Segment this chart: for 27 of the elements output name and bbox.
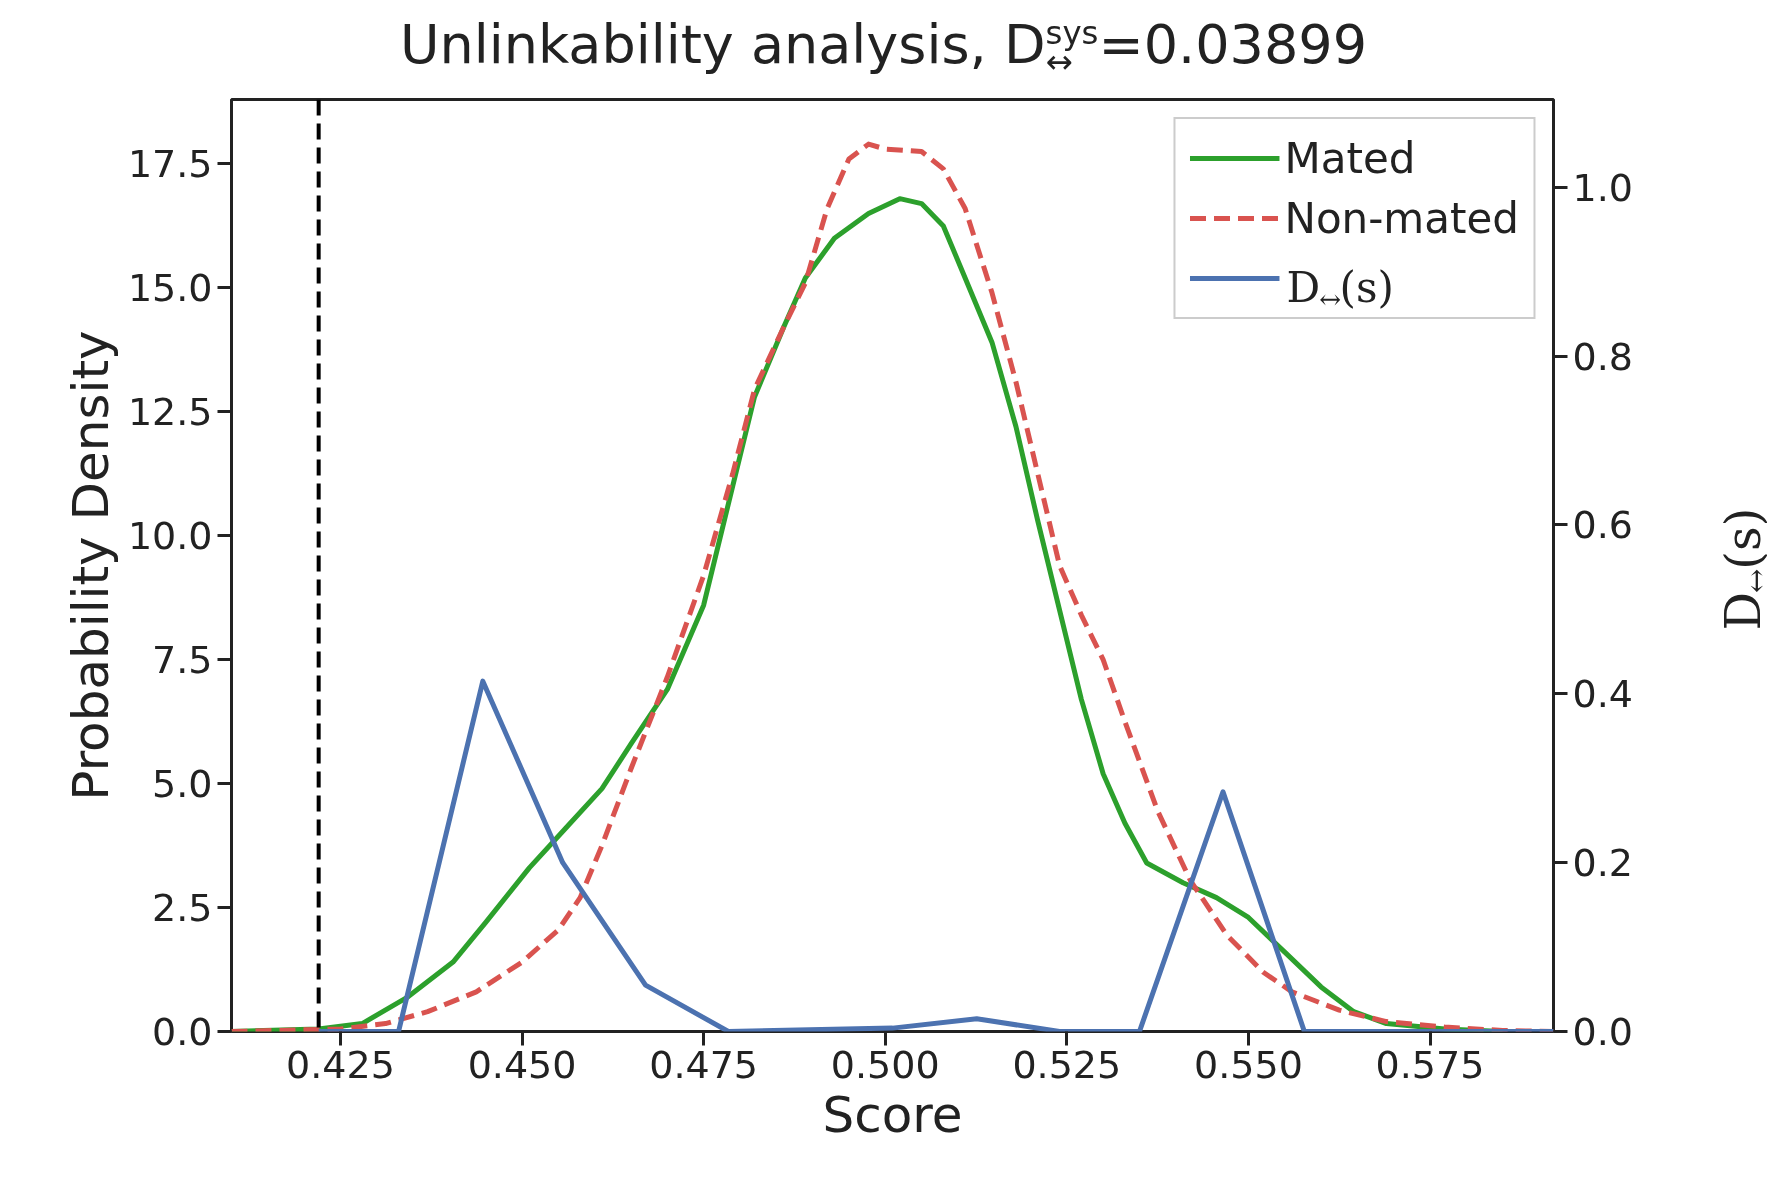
y-tick-label: 10.0 xyxy=(127,514,213,559)
y2-tick-label: 0.8 xyxy=(1572,334,1633,379)
x-axis-title: Score xyxy=(822,1085,963,1144)
y2-tick-label: 0.6 xyxy=(1572,503,1633,548)
legend-label: Non-mated xyxy=(1284,193,1519,243)
x-tick-label: 0.500 xyxy=(830,1042,940,1087)
x-tick-label: 0.550 xyxy=(1194,1042,1303,1087)
y2-axis-title: D↔(s) xyxy=(1714,507,1767,631)
y-tick-label: 7.5 xyxy=(152,638,213,683)
y-tick-label: 15.0 xyxy=(127,266,213,311)
y-tick-label: 17.5 xyxy=(127,142,213,187)
y2-tick-label: 1.0 xyxy=(1572,165,1633,210)
x-tick-label: 0.450 xyxy=(467,1042,577,1087)
y2-tick-label: 0.4 xyxy=(1572,672,1633,717)
x-tick-label: 0.425 xyxy=(286,1042,395,1087)
y-tick-label: 2.5 xyxy=(152,886,213,931)
x-tick-label: 0.475 xyxy=(649,1042,759,1087)
y-tick-label: 5.0 xyxy=(152,762,213,807)
y-tick-label: 12.5 xyxy=(127,390,213,435)
y-tick-label: 0.0 xyxy=(152,1010,213,1054)
y2-tick-label: 0.0 xyxy=(1572,1010,1633,1054)
legend-label: D↔(s) xyxy=(1286,263,1394,315)
x-tick-label: 0.575 xyxy=(1375,1042,1485,1087)
legend-label: Mated xyxy=(1284,133,1416,183)
x-tick-label: 0.525 xyxy=(1012,1042,1122,1087)
y-axis-title: Probability Density xyxy=(61,330,120,801)
y2-tick-label: 0.2 xyxy=(1572,841,1633,886)
